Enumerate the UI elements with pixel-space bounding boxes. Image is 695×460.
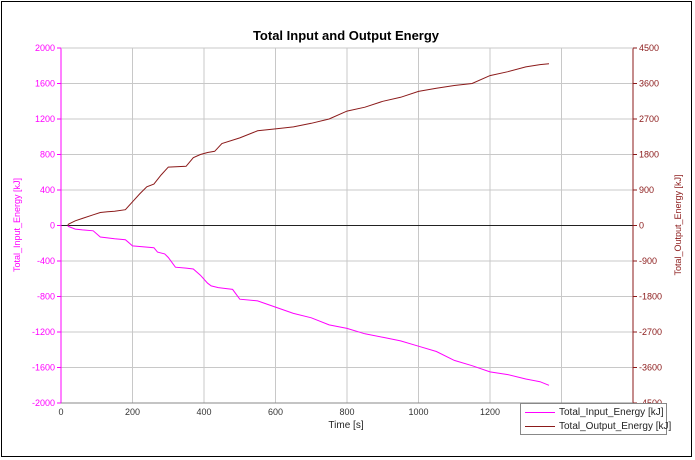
y-right-tick-label: -2700 (639, 327, 662, 337)
x-tick-label: 1200 (480, 407, 500, 417)
legend-label-output: Total_Output_Energy [kJ] (559, 421, 672, 432)
y-left-tick-label: -800 (37, 292, 55, 302)
y-right-tick-label: 2700 (639, 114, 659, 124)
y-axis-left-label: Total_Input_Energy [kJ] (12, 178, 22, 272)
x-tick-label: 0 (58, 407, 63, 417)
series-lines (67, 63, 550, 386)
y-left-tick-label: -1600 (32, 363, 55, 373)
y-left-tick-label: 400 (40, 185, 55, 195)
y-right-tick-label: 1800 (639, 150, 659, 160)
y-left-tick-label: 1600 (35, 79, 55, 89)
x-axis-label: Time [s] (328, 420, 363, 431)
y-left-tick-label: 2000 (35, 43, 55, 53)
legend: Total_Input_Energy [kJ] Total_Output_Ene… (520, 403, 671, 435)
x-tick-label: 400 (196, 407, 211, 417)
x-tick-label: 200 (125, 407, 140, 417)
y-right-tick-label: 900 (639, 185, 654, 195)
y-right-tick-label: 3600 (639, 79, 659, 89)
x-tick-label: 600 (268, 407, 283, 417)
y-right-tick-label: -900 (639, 256, 657, 266)
x-tick-label: 800 (339, 407, 354, 417)
legend-swatch-input (525, 411, 555, 413)
y-left-tick-label: 800 (40, 150, 55, 160)
y-left-tick-label: 1200 (35, 114, 55, 124)
y-right-tick-label: 4500 (639, 43, 659, 53)
x-tick-label: 1000 (408, 407, 428, 417)
y-left-tick-label: 0 (50, 221, 55, 231)
grid-lines (61, 48, 633, 403)
y-right-tick-label: -1800 (639, 292, 662, 302)
legend-swatch-output (525, 425, 555, 427)
legend-item-input: Total_Input_Energy [kJ] (525, 406, 664, 420)
y-left-tick-label: -2000 (32, 398, 55, 408)
series-line-input (67, 225, 550, 386)
y-axis-right-ticks: 45003600270018009000-900-1800-2700-3600-… (633, 43, 662, 408)
chart-title: Total Input and Output Energy (253, 28, 440, 43)
y-left-tick-label: -400 (37, 256, 55, 266)
y-left-tick-label: -1200 (32, 327, 55, 337)
y-right-tick-label: -3600 (639, 363, 662, 373)
y-axis-left-ticks: 2000 1600 1200 800 400 0 -400 -800 -1200 -1600 -20… (32, 43, 61, 408)
legend-label-input: Total_Input_Energy [kJ] (559, 407, 664, 418)
y-axis-right-label: Total_Output_Energy [kJ] (673, 174, 683, 275)
series-line-output (67, 63, 550, 226)
legend-item-output: Total_Output_Energy [kJ] (525, 420, 671, 434)
y-right-tick-label: 0 (639, 221, 644, 231)
